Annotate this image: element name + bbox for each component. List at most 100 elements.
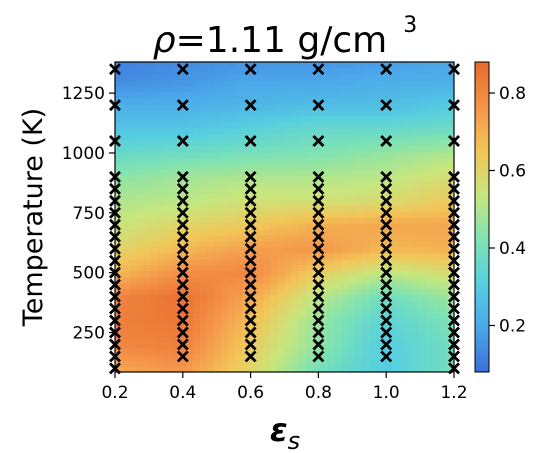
sample-marker: [244, 242, 257, 255]
heatmap-cell: [228, 234, 236, 242]
heatmap-cell: [185, 205, 194, 212]
heatmap-cell: [143, 73, 151, 81]
heatmap-cell: [418, 211, 427, 218]
heatmap-cell: [376, 228, 384, 236]
heatmap-cell: [150, 97, 158, 105]
heatmap-cell: [164, 151, 173, 158]
heatmap-cell: [235, 330, 243, 337]
heatmap-cell: [326, 199, 335, 206]
heatmap-cell: [256, 103, 264, 111]
heatmap-cell: [206, 121, 215, 129]
heatmap-cell: [115, 163, 123, 170]
heatmap-cell: [305, 79, 314, 87]
heatmap-cell: [157, 288, 166, 296]
heatmap-cell: [129, 342, 137, 349]
heatmap-cell: [284, 276, 293, 284]
heatmap-cell: [178, 252, 187, 260]
heatmap-cell: [390, 342, 399, 349]
heatmap-cell: [143, 288, 151, 296]
heatmap-cell: [411, 151, 420, 158]
heatmap-cell: [432, 228, 441, 236]
heatmap-cell: [185, 252, 194, 260]
sample-marker: [176, 266, 189, 279]
heatmap-cell: [362, 127, 370, 135]
heatmap-cell: [192, 121, 201, 129]
heatmap-cell: [256, 318, 264, 325]
heatmap-cell: [228, 85, 236, 93]
heatmap-cell: [298, 73, 307, 81]
heatmap-cell: [369, 67, 377, 75]
heatmap-cell: [199, 222, 208, 230]
heatmap-cell: [256, 366, 264, 372]
heatmap-cell: [199, 109, 208, 117]
heatmap-cell: [150, 121, 158, 129]
heatmap-cell: [157, 145, 166, 153]
heatmap-cell: [341, 217, 349, 224]
heatmap-cell: [192, 312, 201, 319]
heatmap-cell: [319, 342, 328, 349]
heatmap-cell: [150, 324, 158, 331]
heatmap-cell: [185, 366, 194, 372]
heatmap-cell: [425, 115, 434, 123]
heatmap-cell: [319, 366, 328, 372]
heatmap-cell: [411, 79, 420, 87]
heatmap-cell: [213, 246, 222, 254]
heatmap-cell: [305, 151, 314, 158]
heatmap-cell: [319, 336, 328, 343]
heatmap-cell: [355, 348, 363, 355]
heatmap-cell: [411, 258, 420, 266]
heatmap-cell: [326, 366, 335, 372]
heatmap-cell: [319, 175, 328, 182]
heatmap-cell: [355, 67, 363, 75]
heatmap-cell: [397, 217, 406, 224]
heatmap-cell: [319, 139, 328, 147]
heatmap-cell: [298, 246, 307, 254]
heatmap-cell: [333, 354, 342, 361]
heatmap-cell: [242, 85, 250, 93]
heatmap-cell: [270, 294, 279, 302]
heatmap-cell: [199, 240, 208, 248]
heatmap-cell: [326, 360, 335, 367]
heatmap-cell: [157, 222, 166, 230]
heatmap-cell: [164, 73, 173, 81]
heatmap-cell: [319, 300, 328, 308]
heatmap-cell: [171, 288, 180, 296]
heatmap-cell: [122, 199, 130, 206]
heatmap-cell: [220, 234, 229, 242]
heatmap-cell: [439, 127, 448, 135]
sample-marker: [244, 326, 257, 339]
heatmap-cell: [136, 222, 144, 230]
heatmap-cell: [115, 318, 123, 325]
heatmap-cell: [341, 193, 349, 200]
heatmap-cell: [136, 199, 144, 206]
heatmap-cell: [164, 127, 173, 135]
heatmap-cell: [418, 330, 427, 337]
heatmap-cell: [312, 115, 321, 123]
heatmap-cell: [425, 175, 434, 182]
heatmap-cell: [129, 234, 137, 242]
heatmap-cell: [143, 151, 151, 158]
heatmap-cell: [298, 199, 307, 206]
heatmap-cell: [404, 234, 413, 242]
heatmap-cell: [411, 163, 420, 170]
heatmap-cell: [270, 366, 279, 372]
heatmap-cell: [157, 73, 166, 81]
colorbar-tick-label: 0.2: [499, 317, 526, 337]
heatmap-cell: [150, 312, 158, 319]
heatmap-cell: [284, 258, 293, 266]
heatmap-cell: [171, 240, 180, 248]
heatmap-cell: [411, 276, 420, 284]
heatmap-cell: [256, 163, 264, 170]
heatmap-cell: [411, 348, 420, 355]
heatmap-cell: [143, 348, 151, 355]
heatmap-cell: [439, 91, 448, 99]
heatmap-cell: [206, 97, 215, 105]
heatmap-cell: [242, 151, 250, 158]
heatmap-cell: [439, 258, 448, 266]
heatmap-cell: [291, 163, 300, 170]
heatmap-cell: [319, 73, 328, 81]
heatmap-cell: [277, 187, 286, 194]
heatmap-cell: [277, 312, 286, 319]
heatmap-cell: [369, 133, 377, 141]
heatmap-cell: [122, 360, 130, 367]
